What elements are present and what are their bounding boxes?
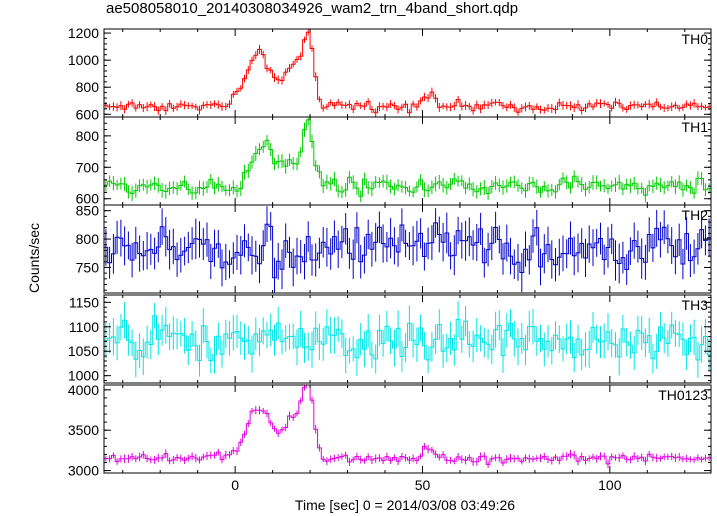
y-tick-label: 3000 <box>68 463 99 479</box>
panel-label: TH2 <box>682 207 709 223</box>
series-line-th2 <box>104 222 711 279</box>
panel-th2: 750 800 850 TH2 <box>76 203 712 294</box>
y-tick-label: 3500 <box>68 422 99 438</box>
series-th0123 <box>104 385 711 469</box>
panel-label: TH3 <box>682 297 709 313</box>
panel-th1: 600 700 800 TH1 <box>76 116 712 207</box>
y-tick-label: 4000 <box>68 382 99 398</box>
x-tick-label: 0 <box>231 477 239 493</box>
x-axis-label: Time [sec] 0 = 2014/03/08 03:49:26 <box>294 497 516 513</box>
panel-th0: 600 800 1000 1200 TH0 <box>68 25 712 122</box>
y-tick-label: 700 <box>76 159 100 175</box>
y-tick-label: 800 <box>76 79 100 95</box>
y-tick-label: 800 <box>76 128 100 144</box>
panel-frame <box>103 116 712 206</box>
panel-label: TH0 <box>682 31 709 47</box>
y-tick-label: 1100 <box>69 319 99 335</box>
panel-label: TH1 <box>682 119 709 135</box>
series-line-th1 <box>104 119 711 197</box>
x-tick-label: 50 <box>415 477 431 493</box>
chart-title: ae508058010_20140308034926_wam2_trn_4ban… <box>106 0 519 17</box>
series-th0 <box>104 29 711 117</box>
y-tick-label: 1050 <box>68 343 99 359</box>
y-tick-label: 850 <box>76 203 100 219</box>
y-tick-label: 600 <box>76 191 100 207</box>
series-line-th0123 <box>104 385 711 465</box>
panel-frame <box>103 204 712 294</box>
y-tick-label: 1000 <box>68 52 99 68</box>
panel-th0123: 3000 3500 4000 TH0123 <box>68 382 712 479</box>
series-th3 <box>104 301 711 378</box>
y-tick-label: 1150 <box>69 294 99 310</box>
x-tick-label: 100 <box>598 477 622 493</box>
series-th1 <box>104 117 711 203</box>
y-tick-label: 600 <box>76 106 100 122</box>
panel-label: TH0123 <box>658 387 708 403</box>
panel-th3: 1000 1050 1100 1150 TH3 <box>68 294 712 384</box>
panel-frame <box>103 294 712 384</box>
y-tick-label: 1200 <box>68 25 99 41</box>
series-line-th0 <box>104 31 711 114</box>
y-tick-label: 750 <box>76 259 100 275</box>
panel-frame <box>103 384 712 474</box>
y-tick-label: 1000 <box>68 368 99 384</box>
y-tick-label: 800 <box>76 231 100 247</box>
series-th2 <box>104 206 711 293</box>
series-line-th3 <box>104 315 711 362</box>
